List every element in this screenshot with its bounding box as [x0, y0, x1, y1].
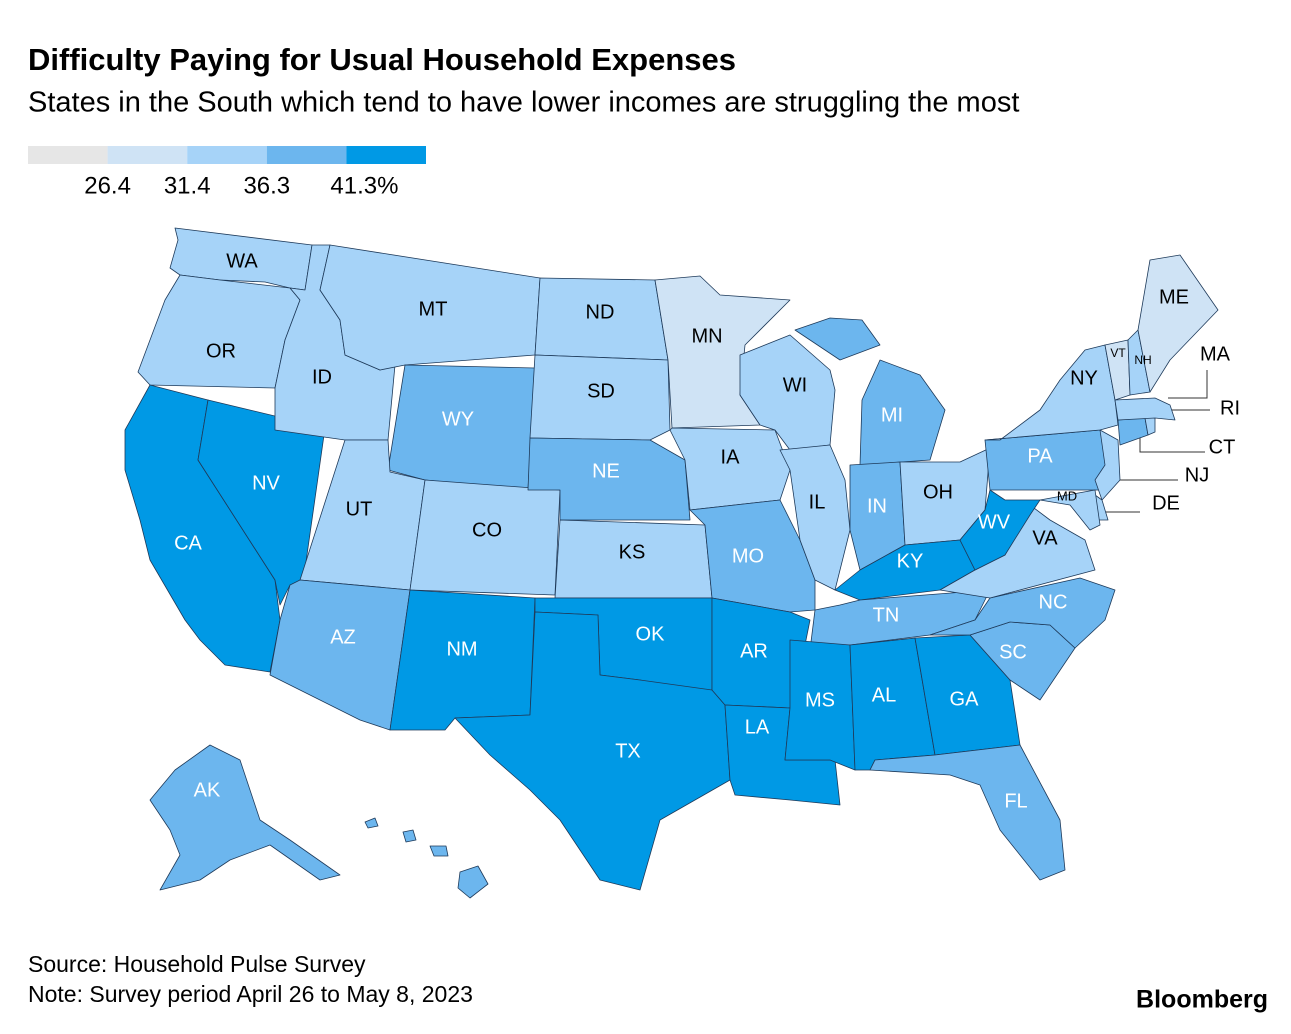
- state-label: WY: [442, 408, 474, 430]
- state-label: GA: [950, 688, 980, 710]
- state-label: IN: [867, 495, 887, 517]
- source: Source: Household Pulse Survey: [28, 951, 366, 977]
- state-label: OR: [206, 340, 236, 362]
- state-label: MS: [805, 689, 835, 711]
- state-label: KY: [897, 550, 924, 572]
- legend-tick-label: 31.4: [164, 172, 211, 199]
- state: [1117, 417, 1149, 446]
- state-label: ME: [1159, 286, 1189, 308]
- state-label: LA: [745, 716, 770, 738]
- state-label: FL: [1004, 790, 1027, 812]
- legend-tick-label: 41.3%: [330, 172, 398, 199]
- state: [149, 744, 341, 891]
- state-label: IL: [809, 491, 826, 513]
- state-label: KS: [619, 541, 646, 563]
- legend-swatch: [187, 146, 267, 164]
- state-label: DE: [1152, 492, 1180, 514]
- state-label: MI: [881, 404, 903, 426]
- state-label: CO: [472, 519, 502, 541]
- state-label: VT: [1110, 346, 1126, 360]
- legend-swatch: [28, 146, 108, 164]
- state-label: UT: [346, 498, 373, 520]
- state-label: CT: [1209, 436, 1236, 458]
- state-label: OK: [636, 623, 666, 645]
- state: [1114, 397, 1176, 421]
- state-label: AZ: [330, 626, 356, 648]
- state: [197, 399, 326, 606]
- state-label: MA: [1200, 343, 1231, 365]
- state: [1137, 254, 1219, 393]
- state: [529, 354, 671, 441]
- state-label: WA: [226, 250, 258, 272]
- state: [454, 611, 731, 891]
- title: Difficulty Paying for Usual Household Ex…: [28, 42, 736, 77]
- state: [1039, 489, 1101, 531]
- state-labels: WA OR CA NV ID MT WY UT CO AZ NM ND SD NE KS OK TX MN IA MO…: [174, 250, 1240, 812]
- state-label: NY: [1070, 367, 1098, 389]
- legend-swatch: [346, 146, 426, 164]
- state-label: NM: [446, 638, 477, 660]
- brand: Bloomberg: [1136, 986, 1268, 1014]
- map: [124, 227, 1219, 891]
- state-label: NH: [1134, 353, 1151, 367]
- legend-swatch: [266, 146, 347, 164]
- state: [794, 317, 946, 466]
- state-label: NV: [252, 472, 280, 494]
- note: Note: Survey period April 26 to May 8, 2…: [28, 981, 473, 1007]
- state-label: MN: [691, 325, 722, 347]
- state-label: AK: [194, 779, 221, 801]
- state: [914, 634, 1021, 756]
- state-label: PA: [1027, 445, 1053, 467]
- state: [527, 437, 691, 521]
- state-label: ID: [312, 366, 332, 388]
- state: [869, 744, 1066, 881]
- state-label: RI: [1220, 397, 1240, 419]
- state: [137, 274, 301, 389]
- state-label: AR: [740, 640, 768, 662]
- state: [929, 577, 1116, 649]
- state: [269, 579, 411, 731]
- state-label: NC: [1039, 591, 1068, 613]
- legend-tick-label: 36.3: [243, 172, 290, 199]
- state-label: IA: [721, 446, 741, 468]
- state-label: AL: [872, 684, 896, 706]
- state-label: MO: [732, 545, 764, 567]
- state-label: WI: [783, 374, 807, 396]
- subtitle: States in the South which tend to have l…: [28, 87, 1019, 119]
- legend-swatch: [107, 146, 188, 164]
- state-label: VA: [1032, 527, 1058, 549]
- state-label: NJ: [1185, 464, 1209, 486]
- state-label: MD: [1057, 488, 1077, 503]
- state-label: MT: [419, 298, 448, 320]
- state: [984, 344, 1119, 441]
- state-label: ND: [586, 301, 615, 323]
- state-label: SC: [999, 641, 1027, 663]
- state-label: TX: [615, 740, 641, 762]
- state-label: WV: [978, 511, 1011, 533]
- state-label: OH: [923, 481, 953, 503]
- state-label: CA: [174, 532, 202, 554]
- state-label: TN: [873, 604, 900, 626]
- state-label: SD: [587, 380, 615, 402]
- hawaii: [364, 817, 489, 899]
- legend-tick-label: 26.4: [84, 172, 131, 199]
- state-label: NE: [592, 460, 620, 482]
